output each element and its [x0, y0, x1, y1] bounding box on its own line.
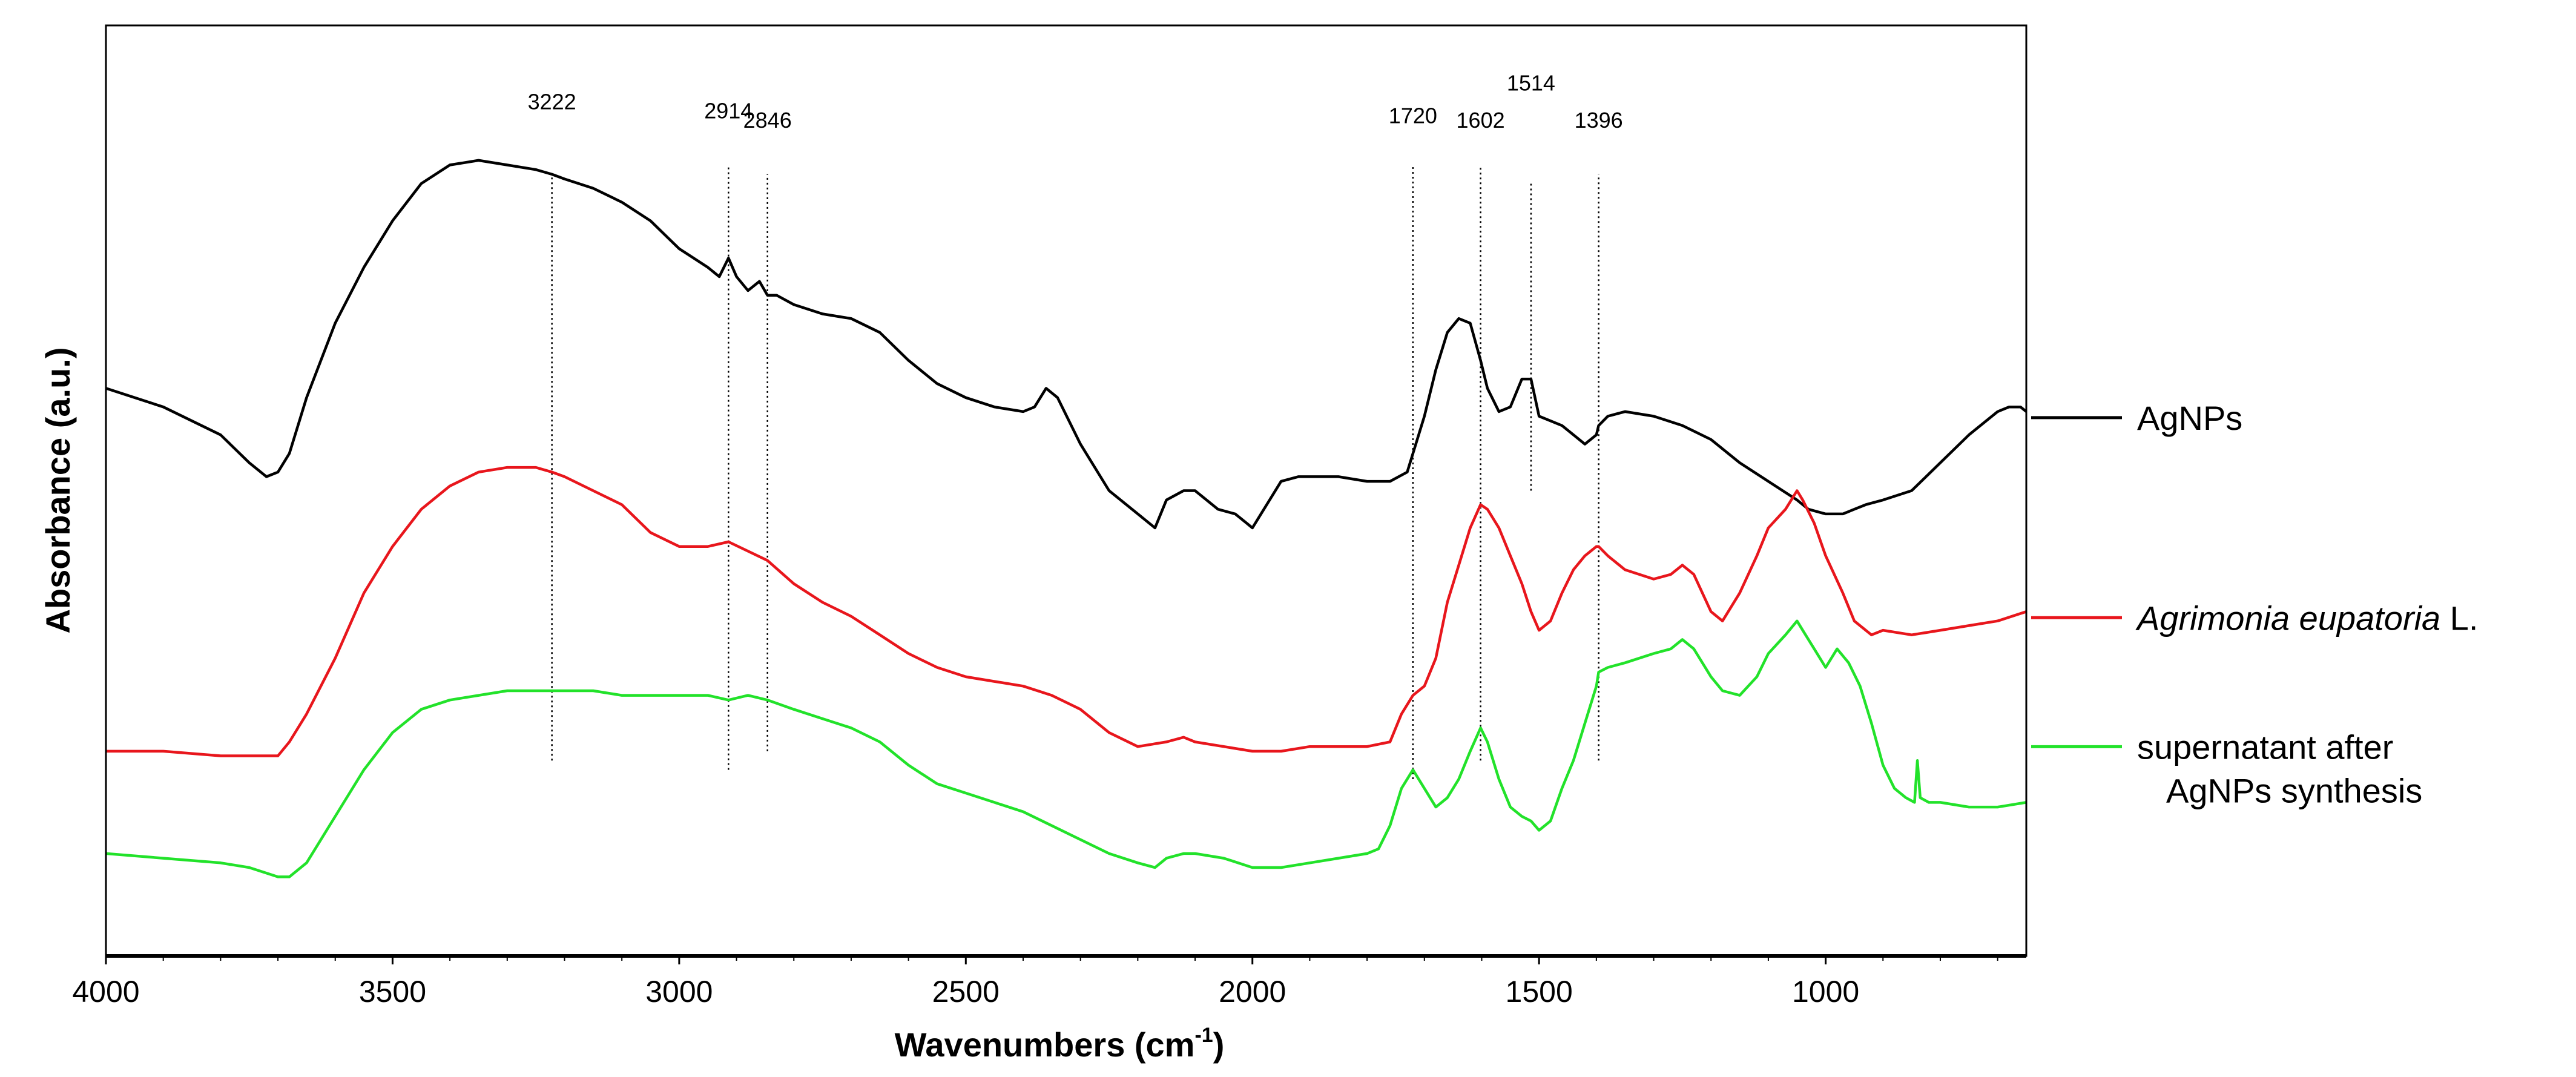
peak-label-1514: 1514 — [1507, 71, 1555, 96]
x-tick-label-1000: 1000 — [1792, 975, 1859, 1009]
peak-label-3222: 3222 — [528, 89, 576, 114]
y-axis-title: Absorbance (a.u.) — [39, 347, 77, 634]
x-tick-label-4000: 4000 — [72, 975, 139, 1009]
x-tick-label-2000: 2000 — [1219, 975, 1286, 1009]
legend-label-2-line2: AgNPs synthesis — [2166, 771, 2422, 809]
x-tick-label-2500: 2500 — [932, 975, 1000, 1009]
x-tick-label-3500: 3500 — [359, 975, 426, 1009]
series-line-1 — [106, 466, 2027, 757]
peak-label-1720: 1720 — [1389, 103, 1437, 128]
spectrum-series — [105, 159, 2028, 878]
peak-label-2914: 2914 — [704, 99, 753, 124]
x-axis-ticks: 4000 3500 3000 2500 2000 1500 1000 — [72, 956, 1998, 1009]
legend-label-1: Agrimonia eupatoria L. — [2135, 599, 2478, 637]
legend-label-2-line1: supernatant after — [2137, 728, 2393, 766]
legend: AgNPs Agrimonia eupatoria L. supernatant a… — [2031, 399, 2478, 809]
x-axis-title: Wavenumbers (cm-1) — [895, 1024, 1225, 1064]
peak-label-1602: 1602 — [1457, 108, 1505, 133]
peak-label-2846: 2846 — [743, 108, 792, 133]
peak-label-1396: 1396 — [1575, 108, 1623, 133]
series-line-2 — [105, 619, 2027, 878]
x-tick-label-1500: 1500 — [1506, 975, 1573, 1009]
series-line-0 — [105, 159, 2028, 530]
x-tick-label-3000: 3000 — [645, 975, 713, 1009]
legend-label-0: AgNPs — [2137, 399, 2242, 437]
peak-marker-lines — [551, 165, 1599, 779]
